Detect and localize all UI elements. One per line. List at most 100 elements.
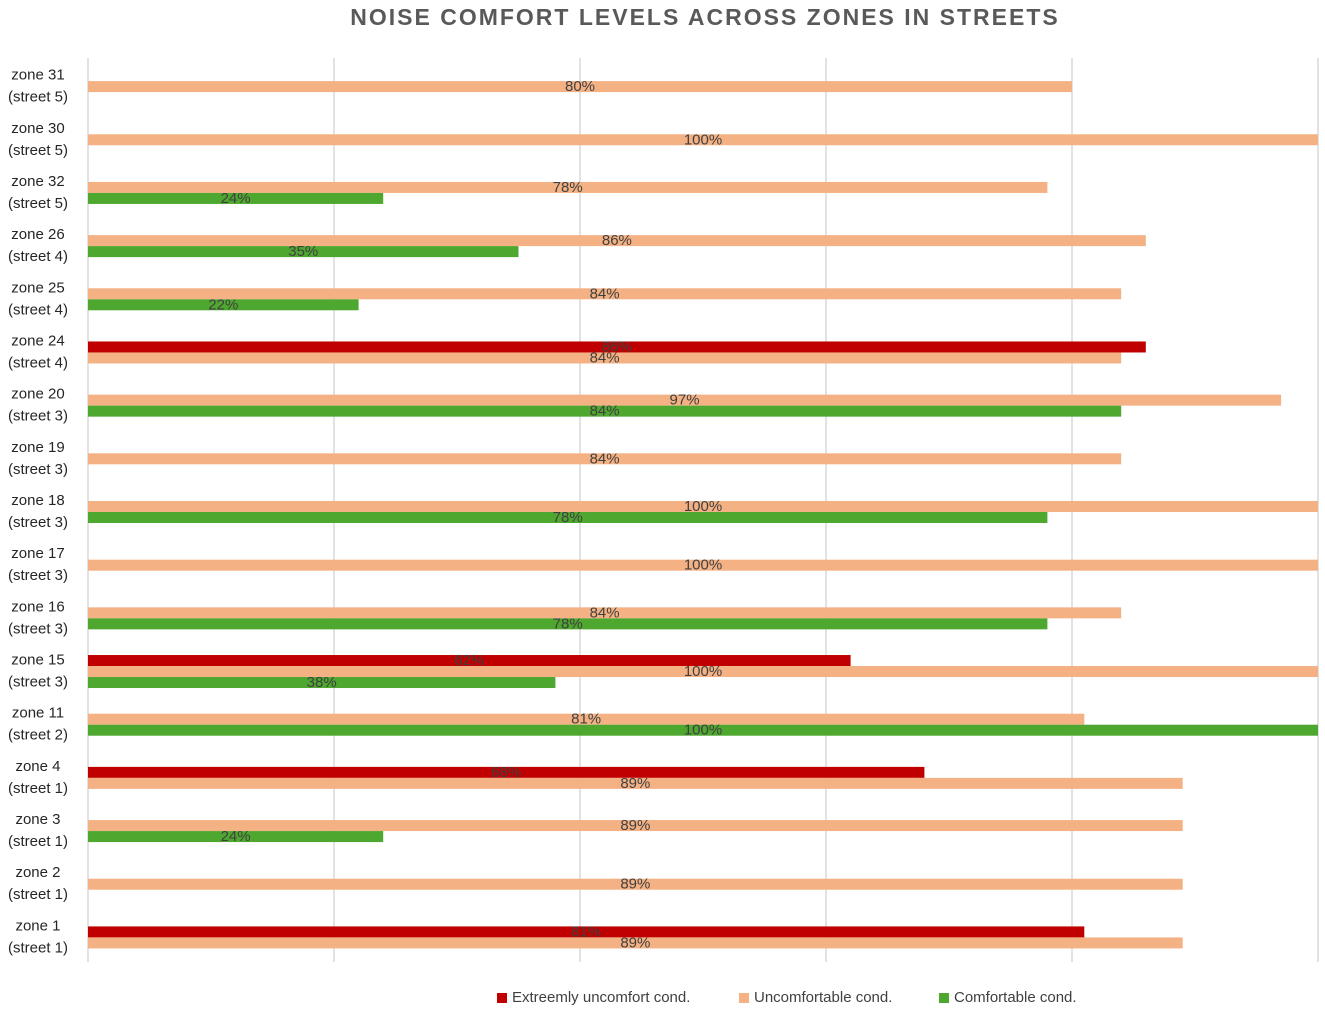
data-label: 86% bbox=[602, 232, 632, 249]
category-label-street: (street 5) bbox=[8, 89, 68, 106]
category-label-zone: zone 15 bbox=[11, 652, 64, 669]
chart-title: NOISE COMFORT LEVELS ACROSS ZONES IN STR… bbox=[350, 4, 1060, 30]
bar-uncomfortable-cond bbox=[88, 666, 1318, 678]
data-labels: 80%100%78%24%86%35%84%22%86%84%97%84%84%… bbox=[208, 78, 722, 951]
category-label-street: (street 4) bbox=[8, 301, 68, 318]
legend-item: Comfortable cond. bbox=[939, 989, 1077, 1006]
category-label-street: (street 1) bbox=[8, 833, 68, 850]
bar-uncomfortable-cond bbox=[88, 713, 1085, 725]
legend-label: Extreemly uncomfort cond. bbox=[512, 989, 691, 1006]
category-label-street: (street 3) bbox=[8, 567, 68, 584]
bar-comfortable-cond bbox=[88, 405, 1122, 417]
category-label-zone: zone 24 bbox=[11, 332, 64, 349]
bar-uncomfortable-cond bbox=[88, 81, 1072, 93]
data-label: 100% bbox=[684, 498, 722, 515]
category-labels: zone 31 (street 5) zone 30 (street 5) zone 3… bbox=[8, 67, 68, 957]
bar-comfortable-cond bbox=[88, 724, 1318, 736]
data-label: 100% bbox=[684, 722, 722, 739]
bar-uncomfortable-cond bbox=[88, 394, 1282, 406]
data-label: 84% bbox=[590, 349, 620, 366]
data-label: 100% bbox=[684, 131, 722, 148]
legend-label: Uncomfortable cond. bbox=[754, 989, 893, 1006]
category-label-zone: zone 11 bbox=[12, 705, 64, 722]
data-label: 86% bbox=[602, 338, 632, 355]
bar-comfortable-cond bbox=[88, 831, 384, 843]
category-label-street: (street 5) bbox=[8, 195, 68, 212]
category-label-zone: zone 26 bbox=[11, 226, 64, 243]
category-label-zone: zone 1 bbox=[15, 917, 60, 934]
bar-uncomfortable-cond bbox=[88, 288, 1122, 300]
category-label-zone: zone 4 bbox=[15, 758, 60, 775]
data-label: 68% bbox=[491, 764, 521, 781]
data-label: 78% bbox=[553, 509, 583, 526]
data-label: 22% bbox=[208, 296, 238, 313]
bar-comfortable-cond bbox=[88, 618, 1048, 630]
legend: Extreemly uncomfort cond. Uncomfortable c… bbox=[0, 989, 1325, 1011]
category-label-zone: zone 16 bbox=[11, 598, 64, 615]
bar-uncomfortable-cond bbox=[88, 352, 1122, 364]
bar-comfortable-cond bbox=[88, 246, 519, 258]
bar-uncomfortable-cond bbox=[88, 235, 1146, 247]
bar-uncomfortable-cond bbox=[88, 181, 1048, 193]
bar-comfortable-cond bbox=[88, 192, 384, 204]
bar-uncomfortable-cond bbox=[88, 820, 1183, 832]
category-label-zone: zone 2 bbox=[15, 864, 60, 881]
data-label: 97% bbox=[670, 392, 700, 409]
bar-uncomfortable-cond bbox=[88, 501, 1318, 512]
bar-uncomfortable-cond bbox=[88, 878, 1183, 890]
legend-swatch bbox=[497, 992, 507, 1003]
legend-label: Comfortable cond. bbox=[954, 989, 1077, 1006]
category-label-street: (street 5) bbox=[8, 142, 68, 159]
category-label-street: (street 3) bbox=[8, 514, 68, 531]
category-label-zone: zone 32 bbox=[11, 173, 64, 190]
bars bbox=[88, 81, 1318, 949]
data-label: 89% bbox=[620, 817, 650, 834]
category-label-street: (street 1) bbox=[8, 886, 68, 903]
category-label-zone: zone 18 bbox=[11, 492, 64, 509]
data-label: 84% bbox=[590, 403, 620, 420]
bar-uncomfortable-cond bbox=[88, 937, 1183, 949]
bar-extreemly-uncomfort-cond bbox=[88, 926, 1085, 938]
legend-item: Uncomfortable cond. bbox=[739, 989, 892, 1006]
category-label-zone: zone 30 bbox=[11, 120, 64, 137]
data-label: 89% bbox=[620, 775, 650, 792]
legend-item: Extreemly uncomfort cond. bbox=[497, 989, 690, 1006]
data-label: 38% bbox=[307, 674, 337, 691]
legend-swatch bbox=[939, 992, 949, 1003]
data-label: 80% bbox=[565, 78, 595, 95]
data-label: 84% bbox=[590, 285, 620, 302]
bar-uncomfortable-cond bbox=[88, 134, 1318, 146]
bar-chart: zone 31 (street 5) zone 30 (street 5) zone 3… bbox=[8, 58, 1319, 962]
data-label: 89% bbox=[620, 876, 650, 893]
legend-swatch bbox=[739, 992, 749, 1003]
bar-uncomfortable-cond bbox=[88, 607, 1122, 619]
category-label-street: (street 3) bbox=[8, 674, 68, 691]
data-label: 84% bbox=[590, 604, 620, 621]
category-label-street: (street 4) bbox=[8, 248, 68, 265]
category-label-zone: zone 17 bbox=[11, 545, 64, 562]
data-label: 89% bbox=[620, 934, 650, 951]
data-label: 35% bbox=[288, 243, 318, 260]
bar-extreemly-uncomfort-cond bbox=[88, 766, 925, 778]
bar-uncomfortable-cond bbox=[88, 777, 1183, 789]
bar-extreemly-uncomfort-cond bbox=[88, 655, 851, 667]
category-label-street: (street 3) bbox=[8, 620, 68, 637]
data-label: 78% bbox=[553, 615, 583, 632]
bar-comfortable-cond bbox=[88, 299, 359, 311]
bar-uncomfortable-cond bbox=[88, 559, 1318, 571]
data-label: 62% bbox=[454, 652, 484, 669]
category-label-zone: zone 31 bbox=[11, 67, 64, 84]
category-label-street: (street 4) bbox=[8, 354, 68, 371]
data-label: 84% bbox=[590, 450, 620, 467]
category-label-street: (street 1) bbox=[8, 780, 68, 797]
data-label: 100% bbox=[684, 663, 722, 680]
data-label: 100% bbox=[684, 557, 722, 574]
category-label-street: (street 3) bbox=[8, 408, 68, 425]
bar-uncomfortable-cond bbox=[88, 453, 1122, 465]
category-label-street: (street 1) bbox=[8, 939, 68, 956]
bar-comfortable-cond bbox=[88, 512, 1048, 523]
bar-comfortable-cond bbox=[88, 677, 556, 689]
data-label: 78% bbox=[553, 179, 583, 196]
category-label-zone: zone 19 bbox=[11, 439, 64, 456]
data-label: 81% bbox=[571, 711, 601, 728]
